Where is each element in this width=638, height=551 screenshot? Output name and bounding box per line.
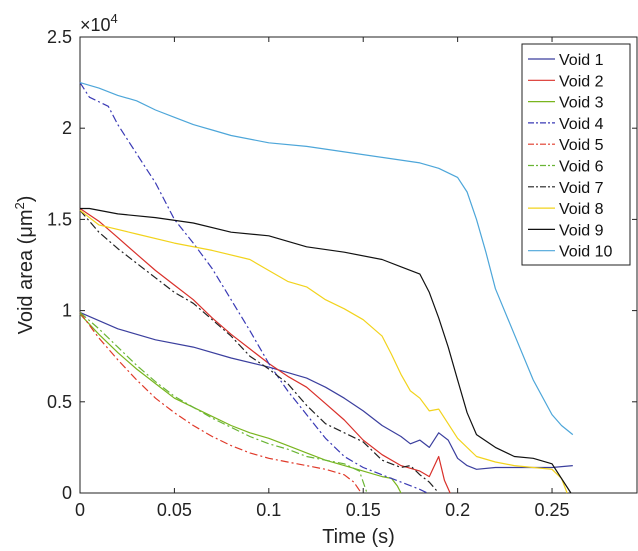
legend-label: Void 9 [559, 222, 604, 239]
y-axis-title: Void area (μm2) [12, 196, 37, 335]
series-layer [79, 82, 574, 494]
legend: Void 1 Void 2 Void 3 Void 4 Void 5 Void 6 Void… [521, 43, 631, 266]
plot-frame [79, 36, 638, 494]
y-axis-title-main: Void area (μm [15, 209, 37, 334]
series-line-void-8 [79, 209, 568, 494]
series-line-void-4 [79, 82, 428, 494]
x-tick-label: 0.2 [445, 500, 470, 520]
legend-label: Void 7 [559, 180, 604, 197]
x-tick-label: 0.15 [346, 500, 381, 520]
series-line-void-2 [79, 208, 451, 494]
y-axis-exponent: ×104 [80, 11, 118, 35]
y-tick-label: 1 [62, 301, 72, 321]
x-tick-label: 0.25 [535, 500, 570, 520]
legend-label: Void 1 [559, 52, 604, 69]
y-axis-exponent-power: 4 [111, 11, 118, 26]
legend-label: Void 2 [559, 73, 604, 90]
series-line-void-7 [79, 209, 440, 494]
legend-label: Void 3 [559, 95, 604, 112]
legend-label: Void 10 [559, 244, 612, 261]
legend-label: Void 4 [559, 116, 604, 133]
x-axis-title: Time (s) [322, 526, 395, 548]
series-line-void-6 [79, 311, 368, 494]
y-tick-label: 0.5 [47, 392, 72, 412]
series-line-void-5 [79, 312, 362, 494]
y-tick-label: 0 [62, 483, 72, 503]
series-line-void-1 [79, 311, 573, 470]
legend-label: Void 6 [559, 159, 604, 176]
series-line-void-3 [79, 313, 402, 494]
y-axis-title-close: ) [15, 196, 37, 203]
x-tick-label: 0.1 [256, 500, 281, 520]
legend-label: Void 8 [559, 201, 604, 218]
series-line-void-10 [79, 82, 574, 436]
legend-label: Void 5 [559, 137, 604, 154]
y-tick-label: 2.5 [47, 27, 72, 47]
x-tick-label: 0 [75, 500, 85, 520]
y-tick-label: 1.5 [47, 209, 72, 229]
y-axis-exponent-prefix: ×10 [80, 15, 111, 35]
y-tick-label: 2 [62, 118, 72, 138]
series-line-void-9 [80, 207, 572, 494]
ticks-layer: 0 0.05 0.1 0.15 0.2 0.25 0 0.5 1 1.5 2 2.5 [47, 27, 637, 520]
y-axis-title-superscript: 2 [12, 202, 27, 209]
x-tick-label: 0.05 [157, 500, 192, 520]
axes [79, 36, 638, 494]
